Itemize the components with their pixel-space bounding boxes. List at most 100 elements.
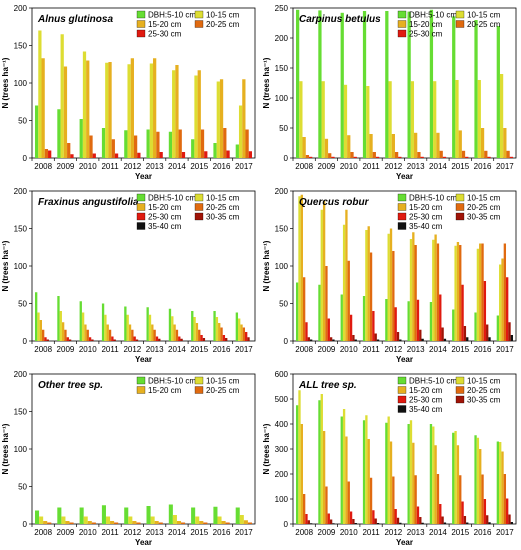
bar xyxy=(372,311,375,341)
bar xyxy=(508,514,511,524)
bar xyxy=(461,501,464,524)
bar xyxy=(481,243,484,341)
bar xyxy=(106,324,109,341)
bar xyxy=(135,339,139,341)
bar xyxy=(331,156,335,158)
x-tick-label: 2015 xyxy=(451,528,469,537)
y-tick-label: 0 xyxy=(23,154,28,163)
bar xyxy=(481,474,484,524)
bar xyxy=(57,507,62,524)
legend-swatch xyxy=(397,29,407,38)
bar xyxy=(43,521,48,524)
bar xyxy=(191,139,195,158)
bar xyxy=(439,504,442,524)
bar xyxy=(70,154,74,158)
legend-swatch xyxy=(455,212,465,221)
legend-label: 15-20 cm xyxy=(148,203,182,212)
bar xyxy=(57,109,61,158)
bar xyxy=(133,336,136,341)
bar xyxy=(367,226,370,341)
legend-swatch xyxy=(455,395,465,404)
legend-swatch xyxy=(194,193,204,202)
bar xyxy=(499,74,504,158)
x-axis-label: Year xyxy=(396,355,413,364)
bar xyxy=(321,81,325,158)
bar xyxy=(506,498,509,524)
bar xyxy=(223,128,227,158)
bar xyxy=(89,135,93,158)
legend-label: 35-40 cm xyxy=(409,222,443,231)
bar xyxy=(349,314,353,341)
bar xyxy=(391,134,395,158)
bar xyxy=(474,312,477,341)
bar xyxy=(245,332,248,341)
bar xyxy=(324,138,329,158)
bar xyxy=(327,513,330,524)
x-tick-label: 2010 xyxy=(340,528,358,537)
panel-title: Fraxinus angustifolia xyxy=(38,197,139,208)
bar xyxy=(213,143,217,158)
y-tick-label: 100 xyxy=(14,79,28,88)
bar xyxy=(218,323,221,341)
y-tick-label: 100 xyxy=(275,94,289,103)
bar xyxy=(178,129,182,158)
bar xyxy=(68,339,72,341)
bar xyxy=(305,155,310,158)
bar xyxy=(168,504,173,524)
legend-swatch xyxy=(136,222,146,230)
y-tick-label: 500 xyxy=(275,395,289,404)
bar xyxy=(420,156,424,158)
x-tick-label: 2013 xyxy=(407,528,425,537)
x-tick-label: 2013 xyxy=(146,528,164,537)
x-tick-label: 2017 xyxy=(496,528,514,537)
legend-swatch xyxy=(397,193,407,202)
bar xyxy=(235,312,239,341)
x-tick-label: 2014 xyxy=(429,162,447,171)
bar xyxy=(369,477,373,524)
bar xyxy=(59,311,62,341)
bar xyxy=(409,420,413,524)
bar xyxy=(213,506,218,524)
x-tick-label: 2014 xyxy=(429,345,447,354)
x-tick-label: 2009 xyxy=(318,528,336,537)
bar xyxy=(130,58,134,158)
bar xyxy=(320,209,323,341)
y-tick-label: 100 xyxy=(275,262,289,271)
bar xyxy=(225,338,228,341)
bar xyxy=(83,516,88,524)
bar xyxy=(392,476,395,524)
chart-panel-6: 0 100 200 300 400 500 600 2008 2009 2010 2011 2012 2… xyxy=(262,370,517,547)
x-tick-label: 2017 xyxy=(496,162,514,171)
bar xyxy=(322,200,326,341)
legend-label: 20-25 cm xyxy=(206,20,240,29)
bar xyxy=(197,70,201,158)
bar xyxy=(114,522,119,524)
bar xyxy=(225,522,230,524)
bar xyxy=(332,339,335,341)
bar xyxy=(221,521,226,524)
bar xyxy=(86,329,89,341)
bar xyxy=(38,30,42,158)
legend-swatch xyxy=(194,212,204,221)
bar xyxy=(510,522,513,524)
bar xyxy=(463,326,467,341)
legend-label: 30-35 cm xyxy=(467,213,501,222)
bar xyxy=(483,499,487,524)
bar xyxy=(151,324,154,341)
bar xyxy=(60,34,64,158)
legend-label: 35-40 cm xyxy=(409,405,443,414)
bar xyxy=(452,309,455,341)
bar xyxy=(47,522,52,524)
bar xyxy=(243,520,248,524)
bar xyxy=(204,151,208,158)
bar xyxy=(421,338,424,341)
bar xyxy=(69,522,74,524)
bar xyxy=(463,516,467,524)
bar xyxy=(436,243,440,341)
x-tick-label: 2011 xyxy=(101,345,119,354)
bar xyxy=(459,245,462,341)
bar xyxy=(350,152,354,158)
legend-label: 10-15 cm xyxy=(467,11,501,20)
bar xyxy=(127,64,131,158)
